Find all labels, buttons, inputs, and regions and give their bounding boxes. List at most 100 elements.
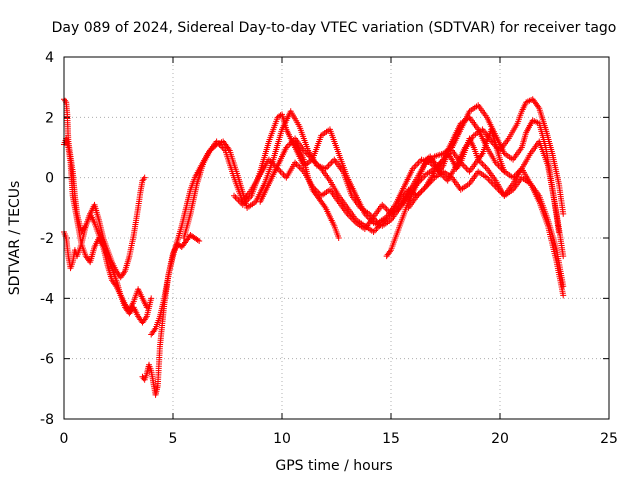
data-point-run [127,300,136,312]
data-point-run [556,182,566,215]
data-point [139,177,146,184]
x-tick-label: 20 [491,431,509,447]
data-point-run [245,200,258,210]
data-point-run [549,152,562,185]
data-point-run [485,167,498,182]
data-point [370,228,377,235]
data-point-run [384,248,393,258]
data-point-run [476,152,485,162]
data-point-run [140,314,149,324]
data-point-run [187,182,200,215]
data-point-run [140,176,147,183]
y-tick-label: -8 [40,412,54,428]
data-point-run [323,206,333,219]
data-point-run [419,158,429,173]
data-point-run [305,176,315,191]
data-point-run [302,149,315,162]
data-point-run [61,231,69,239]
data-point [108,277,115,284]
data-point-run [372,221,384,234]
x-tick-label: 0 [60,431,69,447]
data-point-run [122,255,132,273]
data-point [560,292,567,299]
data-point-run [131,206,141,236]
data-point [379,201,386,208]
data-point-run [327,215,337,228]
data-point-run [319,167,332,182]
x-tick-label: 15 [382,431,400,447]
data-point-run [170,239,180,258]
data-point-run [503,151,515,162]
series-track-f [180,96,567,241]
data-point-run [554,249,566,288]
data-point-run [101,237,110,252]
data-point-run [388,237,398,252]
x-tick-labels: 0 5 10 15 20 25 [60,431,618,447]
data-point-run [519,101,529,113]
data-points [61,96,567,398]
data-point-run [92,203,102,221]
data-point-run [279,113,289,131]
data-point-run [332,224,341,239]
series-track-d [139,231,203,398]
data-point-run [310,188,319,198]
data-point-run [184,233,193,243]
data-point-run [536,107,549,131]
data-point-run [194,161,206,185]
data-point-run [258,182,271,203]
data-point-run [442,169,454,180]
data-point-run [415,185,428,198]
data-point-run [92,221,102,236]
data-point-run [454,161,463,171]
data-point-run [554,261,566,297]
series-track-k [405,168,567,290]
data-point-run [215,139,225,147]
data-point-run [96,236,106,249]
data-point-run [458,149,468,164]
data-point-run [118,269,127,279]
data-point-run [257,140,272,173]
data-point-run [262,158,276,185]
series-track-h [257,114,567,260]
data-point-run [536,122,549,149]
x-tick-label: 10 [273,431,291,447]
data-point-run [253,182,267,203]
data-point-run [393,224,402,239]
data-point-run [275,146,289,167]
data-point-run [428,155,437,165]
data-point-run [276,112,284,120]
series-track-i [292,138,342,241]
data-point-run [467,116,480,131]
data-point-run [406,194,419,210]
data-point-run [114,269,123,279]
data-point-run [488,128,499,146]
x-tick-label: 5 [169,431,178,447]
data-point-run [389,206,401,216]
data-point [529,96,536,103]
data-point-run [227,149,241,179]
data-point-run [336,194,350,210]
y-tick-label: 2 [45,110,54,126]
data-point-run [166,255,176,276]
data-point-run [319,200,328,210]
data-point [510,174,517,181]
data-point-run [345,206,358,222]
data-point-run [123,302,132,312]
data-point-run [193,236,201,243]
data-point-run [515,110,525,125]
data-point-run [79,224,88,234]
data-point-run [528,182,541,197]
data-point [143,304,150,311]
y-tick-label: 4 [45,50,54,66]
data-point-run [221,140,232,152]
data-point [141,174,148,181]
data-point-run [62,97,69,104]
data-point-run [545,218,560,252]
data-point-run [424,176,437,189]
data-point-run [114,285,123,297]
data-point-run [494,185,506,198]
data-point-run [142,372,150,381]
data-point [196,238,203,245]
data-point-run [476,169,489,180]
data-point-run [531,118,541,126]
